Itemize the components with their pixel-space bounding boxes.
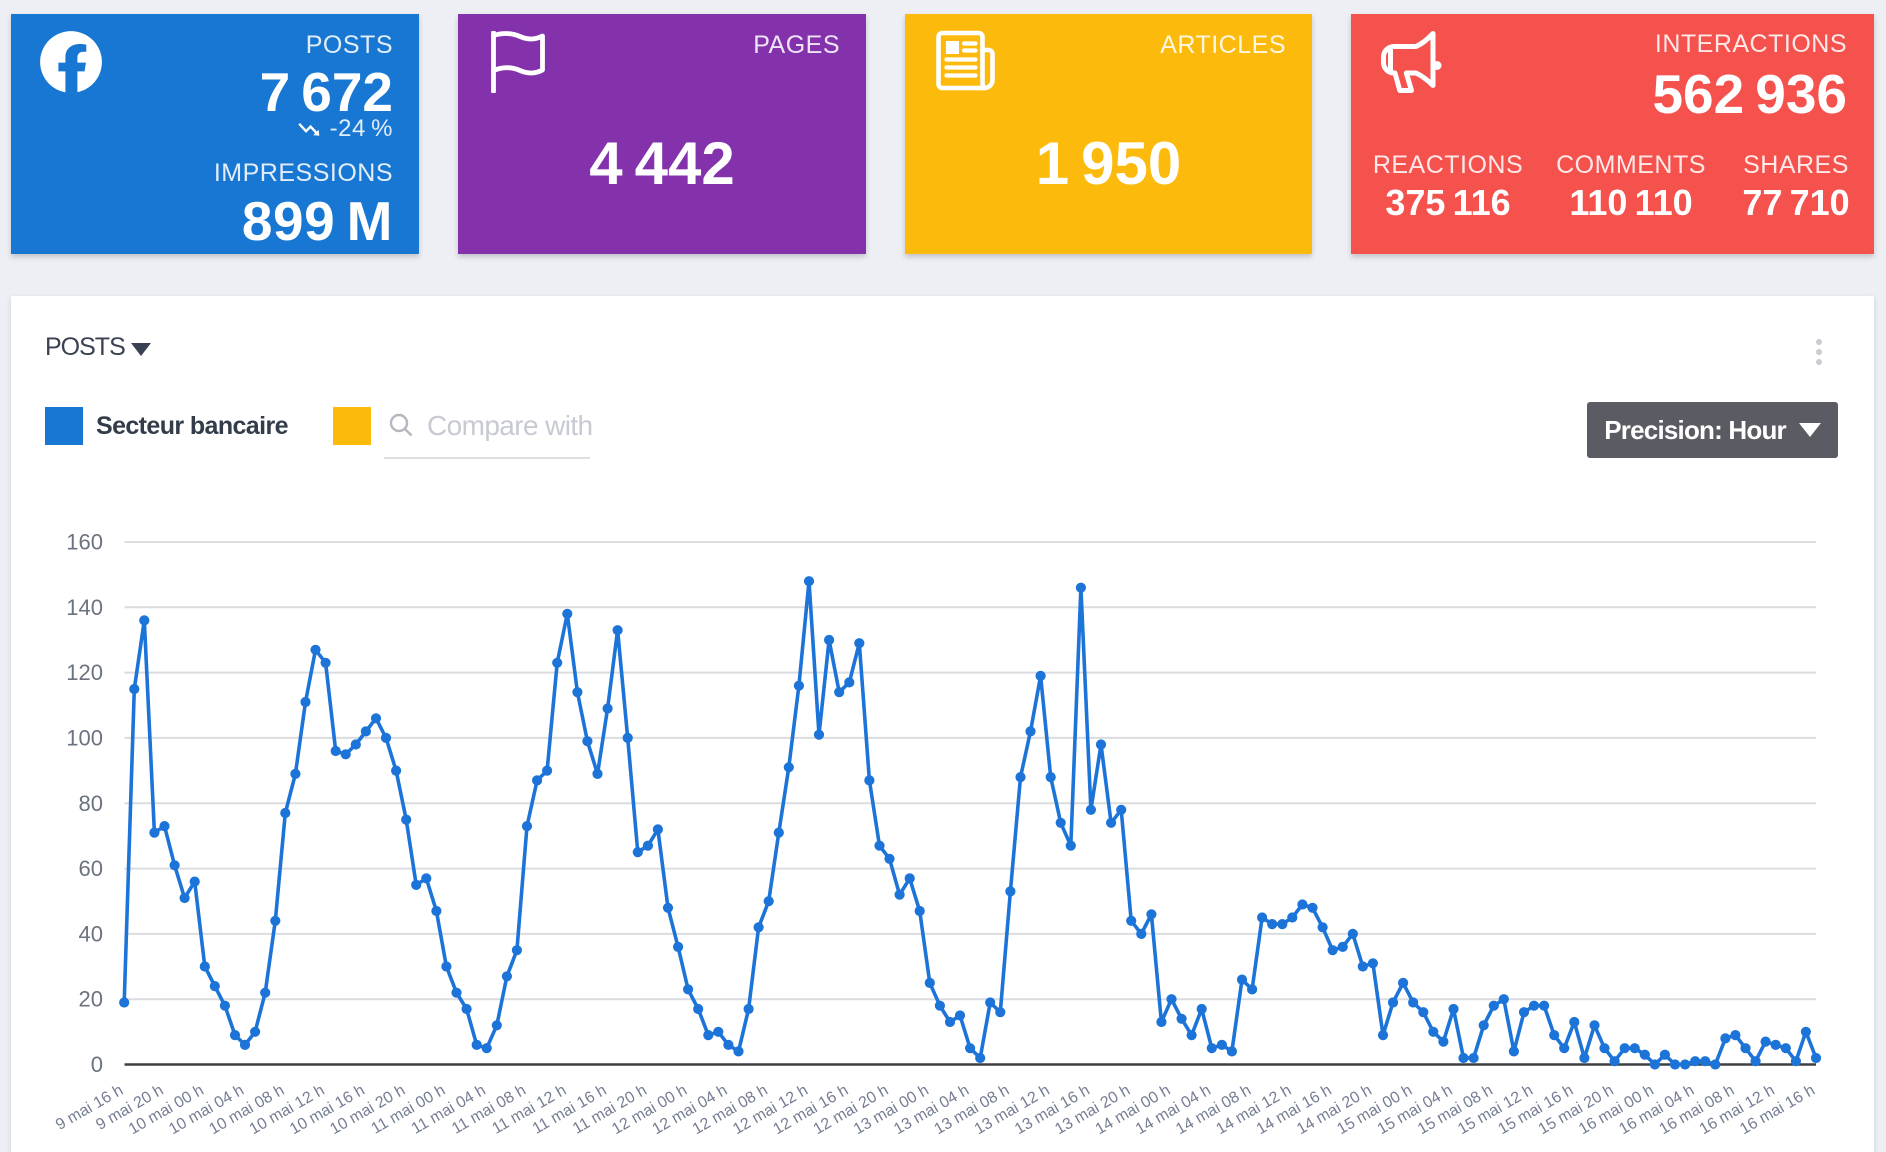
svg-text:100: 100 (66, 725, 103, 750)
svg-text:140: 140 (66, 595, 103, 620)
svg-text:20: 20 (79, 987, 103, 1012)
svg-text:60: 60 (79, 856, 103, 881)
svg-text:40: 40 (79, 921, 103, 946)
svg-text:160: 160 (66, 530, 103, 555)
svg-text:80: 80 (79, 791, 103, 816)
svg-text:120: 120 (66, 660, 103, 685)
svg-text:0: 0 (91, 1052, 103, 1077)
